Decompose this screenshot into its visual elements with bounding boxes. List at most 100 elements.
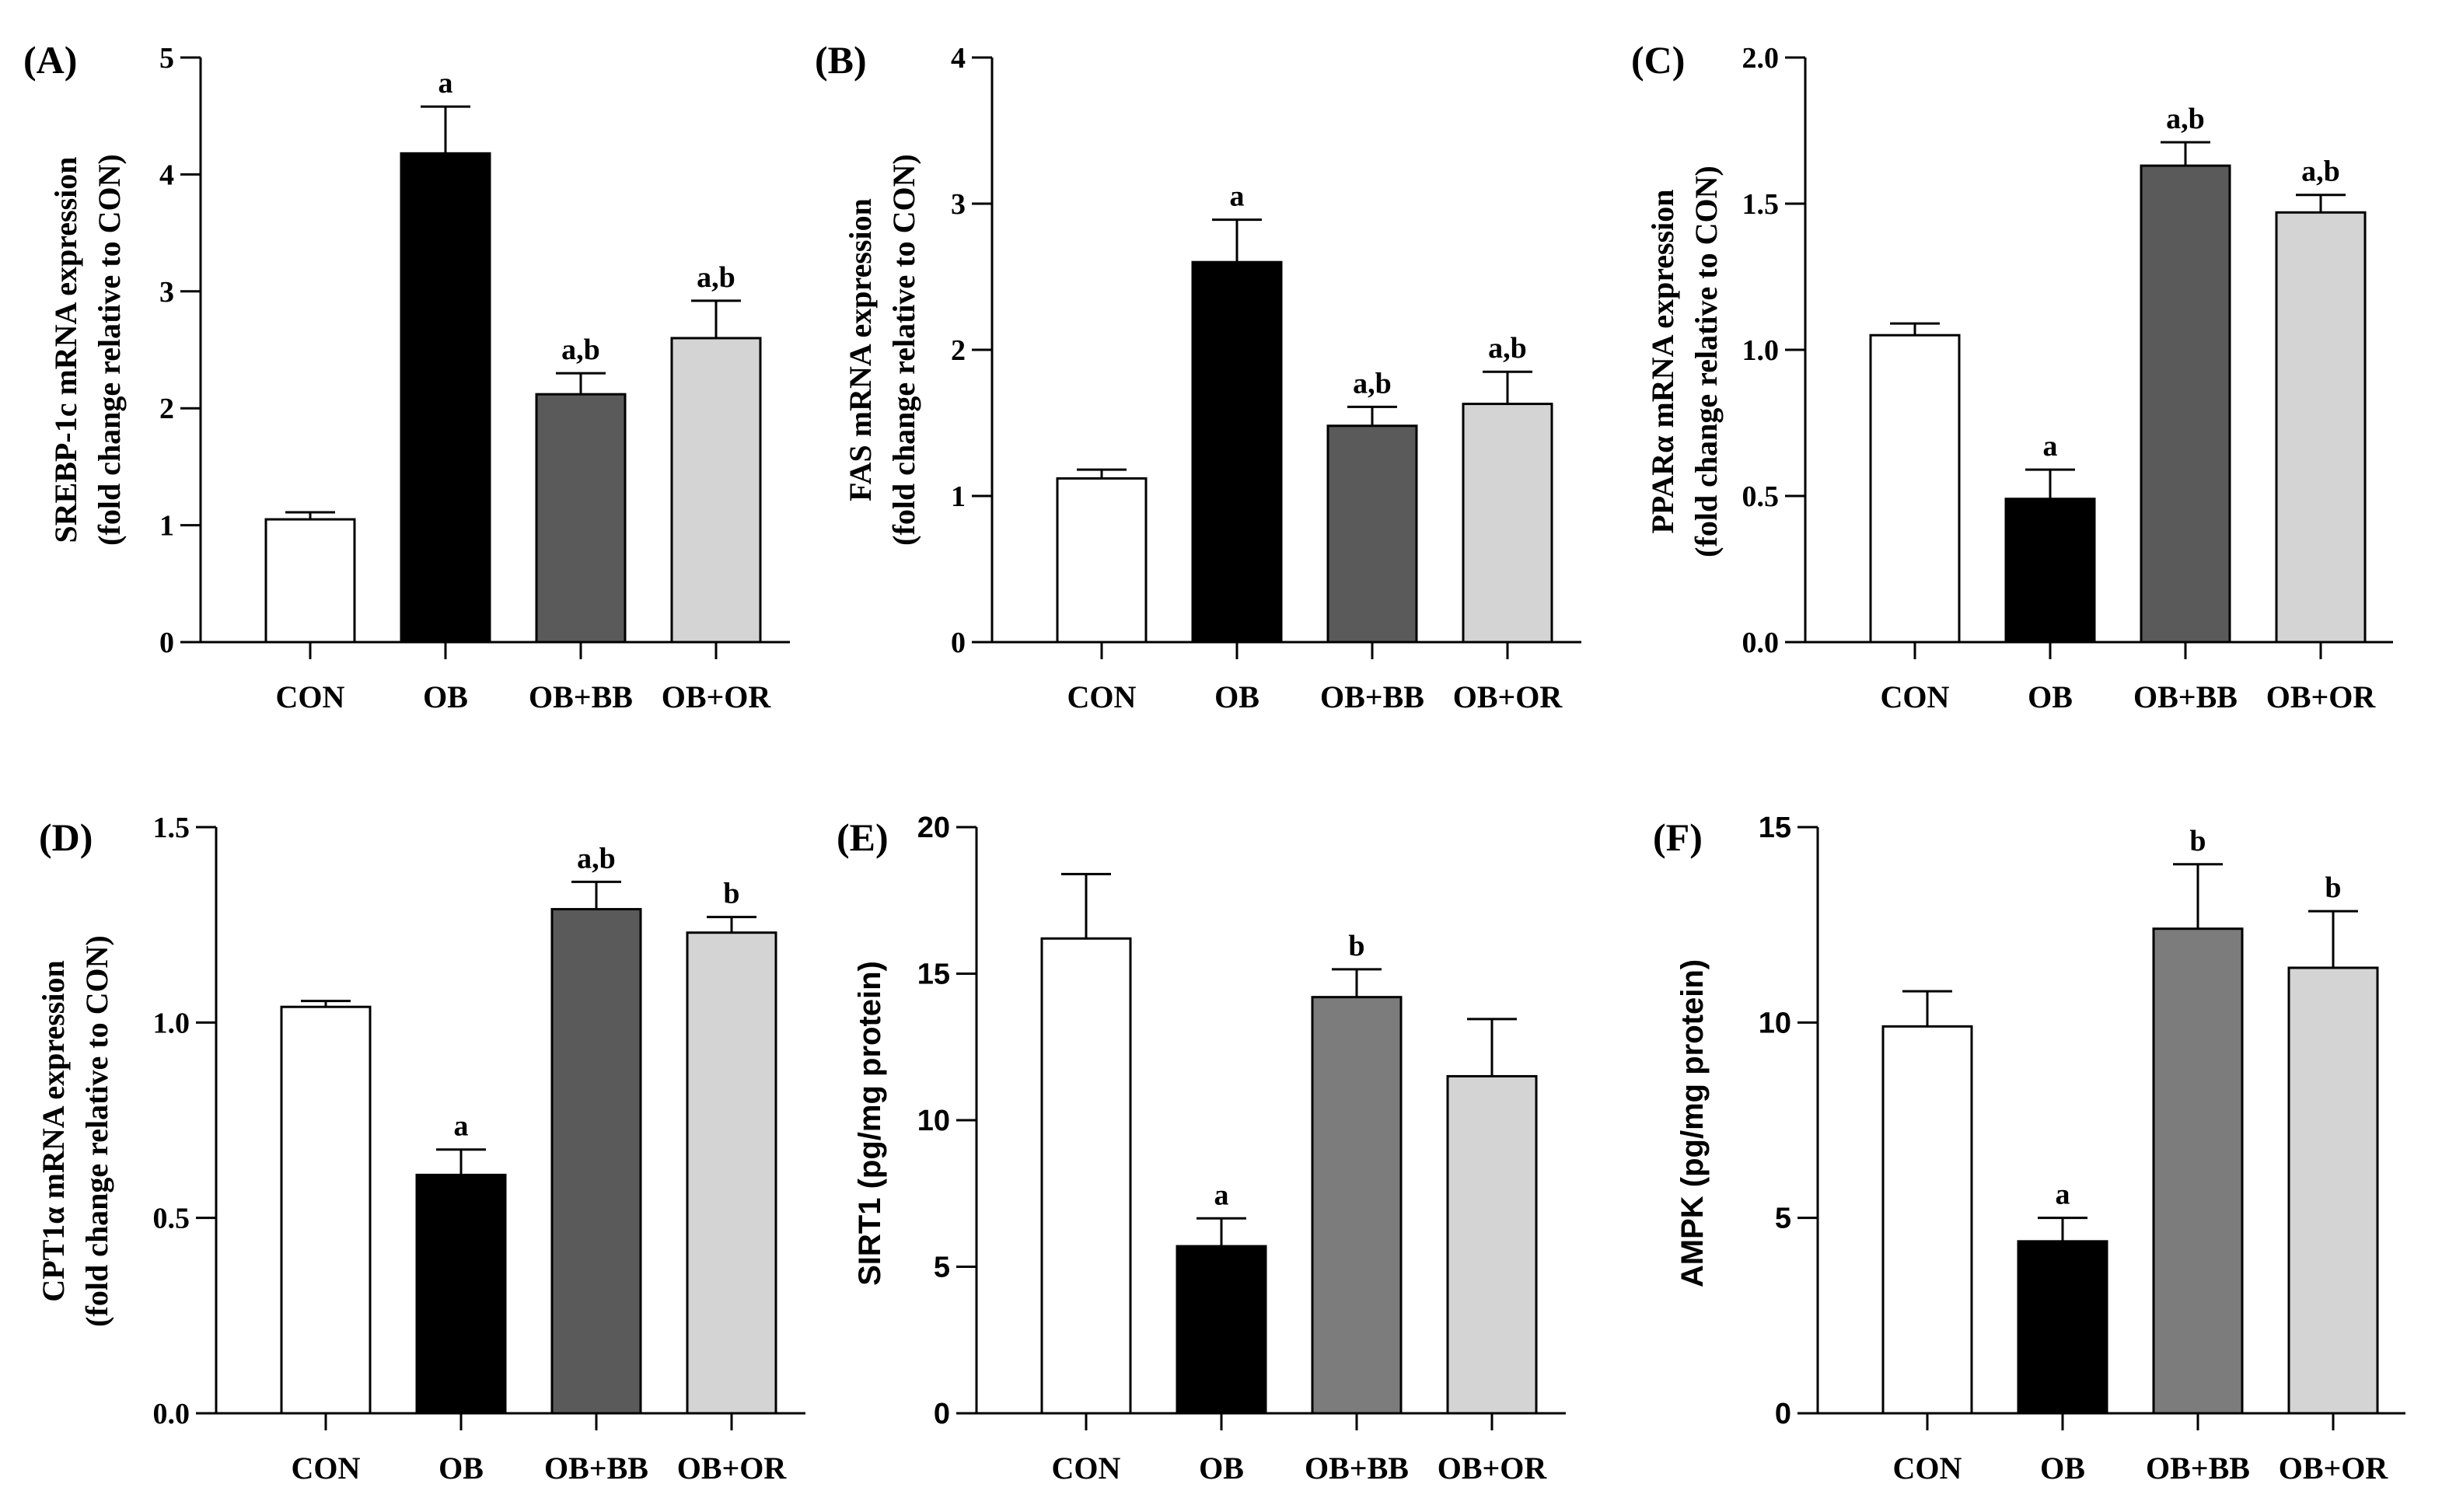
y-axis-label: PPARα mRNA expression (fold change relati…: [1645, 166, 1724, 557]
significance-label: a,b: [561, 333, 600, 366]
y-tick-label: 20: [917, 812, 950, 844]
bar: [280, 1005, 372, 1415]
y-tick-label: 10: [1759, 1007, 1791, 1039]
significance-label: a: [438, 67, 453, 100]
x-tick-label: OB+BB: [2146, 1451, 2250, 1486]
y-tick-label: 2: [951, 334, 966, 367]
x-tick-label: OB: [1214, 679, 1259, 714]
chart-panel-1: (A) SREBP-1c mRNA expression (fold change …: [23, 38, 790, 714]
significance-label: a,b: [1488, 332, 1527, 365]
y-axis-label-line: SIRT1 (pg/mg protein): [853, 961, 887, 1286]
y-axis-label-line: FAS mRNA expression: [843, 198, 878, 501]
y-tick-label: 5: [934, 1252, 950, 1284]
x-tick-label: OB+BB: [1320, 679, 1424, 714]
x-tick-label: OB: [2040, 1451, 2085, 1486]
x-tick-label: CON: [1881, 679, 1950, 714]
bar: [1881, 1025, 1973, 1415]
x-tick-label: OB+OR: [2279, 1451, 2389, 1486]
y-axis-label: AMPK (pg/mg protein): [1675, 959, 1710, 1287]
bar: [1176, 1245, 1267, 1415]
significance-label: a: [2056, 1179, 2070, 1211]
bar: [1311, 996, 1403, 1415]
y-axis-label-line: SREBP-1c mRNA expression: [48, 156, 83, 543]
y-tick-label: 2.0: [1742, 42, 1780, 75]
y-axis-label: CPT1α mRNA expression (fold change relati…: [36, 935, 114, 1327]
y-axis-label-line: PPARα mRNA expression: [1645, 189, 1680, 533]
bar: [2004, 498, 2096, 644]
x-tick-label: CON: [1893, 1451, 1962, 1486]
bar: [535, 393, 627, 644]
y-tick-label: 0: [951, 627, 966, 659]
x-tick-label: CON: [292, 1451, 361, 1486]
y-tick-label: 4: [159, 159, 174, 191]
panel-label: (A): [23, 38, 77, 82]
x-tick-label: OB: [2028, 679, 2073, 714]
y-axis-label-line: (fold change relative to CON): [886, 154, 921, 546]
y-tick-label: 0: [159, 627, 174, 659]
y-axis-label-line: CPT1α mRNA expression: [36, 960, 71, 1301]
bar: [1056, 477, 1148, 644]
y-tick-label: 0.5: [153, 1203, 190, 1235]
y-tick-label: 0.0: [1742, 627, 1780, 659]
y-tick-label: 1: [951, 480, 966, 513]
bar: [1462, 403, 1553, 644]
x-tick-label: CON: [1067, 679, 1137, 714]
y-axis-label: SREBP-1c mRNA expression (fold change rel…: [48, 154, 127, 546]
y-axis-label-line: (fold change relative to CON): [79, 935, 114, 1327]
bar: [1040, 937, 1132, 1415]
significance-label: a: [454, 1110, 469, 1143]
x-tick-label: OB: [438, 1451, 484, 1486]
bar: [2152, 927, 2244, 1415]
chart-panel-3: (C) PPARα mRNA expression (fold change rel…: [1631, 38, 2393, 714]
y-tick-label: 1.5: [1742, 188, 1780, 221]
x-tick-label: OB+BB: [544, 1451, 648, 1486]
significance-label: b: [2325, 871, 2341, 904]
bar: [2287, 966, 2379, 1415]
bar: [264, 518, 356, 644]
bar: [2140, 164, 2231, 644]
significance-label: b: [2189, 825, 2206, 857]
chart-panel-6: (F) AMPK (pg/mg protein) 0 5 10 15 CON OB a OB+BB…: [1653, 812, 2405, 1486]
panel-label: (C): [1631, 38, 1685, 82]
y-tick-label: 0: [1775, 1398, 1791, 1430]
x-tick-label: OB+BB: [2133, 679, 2238, 714]
x-tick-label: OB: [1199, 1451, 1244, 1486]
y-tick-label: 1.5: [153, 812, 190, 844]
x-tick-label: OB: [423, 679, 468, 714]
significance-label: a,b: [1353, 367, 1392, 400]
bar: [1446, 1074, 1538, 1415]
y-tick-label: 1.0: [153, 1007, 190, 1039]
significance-label: a,b: [2301, 155, 2340, 188]
panel-label: (B): [815, 38, 867, 82]
bar: [400, 152, 491, 644]
significance-label: a: [2043, 430, 2058, 463]
significance-label: a: [1230, 180, 1245, 213]
bar: [686, 931, 777, 1415]
y-tick-label: 3: [951, 188, 966, 221]
y-tick-label: 5: [159, 42, 174, 75]
panel-label: (F): [1653, 815, 1703, 859]
bar: [1869, 333, 1961, 644]
bar: [1191, 260, 1283, 644]
y-tick-label: 15: [917, 959, 950, 991]
x-tick-label: CON: [1052, 1451, 1121, 1486]
x-tick-label: OB+BB: [529, 679, 633, 714]
bar: [2017, 1240, 2108, 1415]
y-axis-label: FAS mRNA expression (fold change relative…: [843, 154, 921, 546]
y-tick-label: 5: [1775, 1203, 1791, 1235]
bar: [550, 908, 642, 1415]
x-tick-label: CON: [276, 679, 345, 714]
y-axis-label-line: AMPK (pg/mg protein): [1675, 959, 1710, 1287]
y-axis-label-line: (fold change relative to CON): [92, 154, 127, 546]
significance-label: b: [723, 878, 739, 910]
y-tick-label: 1: [159, 510, 174, 543]
significance-label: b: [1348, 930, 1364, 962]
y-tick-label: 4: [951, 42, 966, 75]
y-tick-label: 0.5: [1742, 480, 1780, 513]
x-tick-label: OB+OR: [677, 1451, 788, 1486]
significance-label: a: [1214, 1179, 1229, 1211]
chart-panel-4: (D) CPT1α mRNA expression (fold change rel…: [36, 812, 805, 1486]
bar: [670, 337, 762, 644]
y-axis-label-line: (fold change relative to CON): [1689, 166, 1724, 557]
